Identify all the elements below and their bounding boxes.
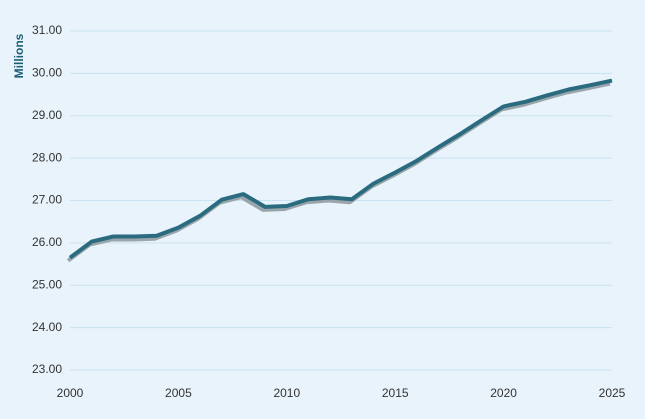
line xyxy=(68,78,613,260)
x-tick-label: 2010 xyxy=(273,386,300,400)
y-tick-label: 26.00 xyxy=(32,235,62,249)
y-tick-label: 28.00 xyxy=(32,150,62,164)
line-shadow xyxy=(66,81,611,263)
x-tick-label: 2005 xyxy=(165,386,192,400)
x-tick-label: 2015 xyxy=(382,386,409,400)
y-tick-label: 27.00 xyxy=(32,193,62,207)
y-axis-label: Millions xyxy=(12,33,26,78)
x-tick-label: 2000 xyxy=(57,386,84,400)
x-tick-label: 2020 xyxy=(490,386,517,400)
x-tick-label: 2025 xyxy=(599,386,626,400)
y-tick-label: 23.00 xyxy=(32,362,62,376)
y-tick-label: 25.00 xyxy=(32,277,62,291)
y-tick-label: 24.00 xyxy=(32,320,62,334)
y-tick-label: 30.00 xyxy=(32,66,62,80)
y-tick-label: 29.00 xyxy=(32,108,62,122)
y-tick-label: 31.00 xyxy=(32,23,62,37)
